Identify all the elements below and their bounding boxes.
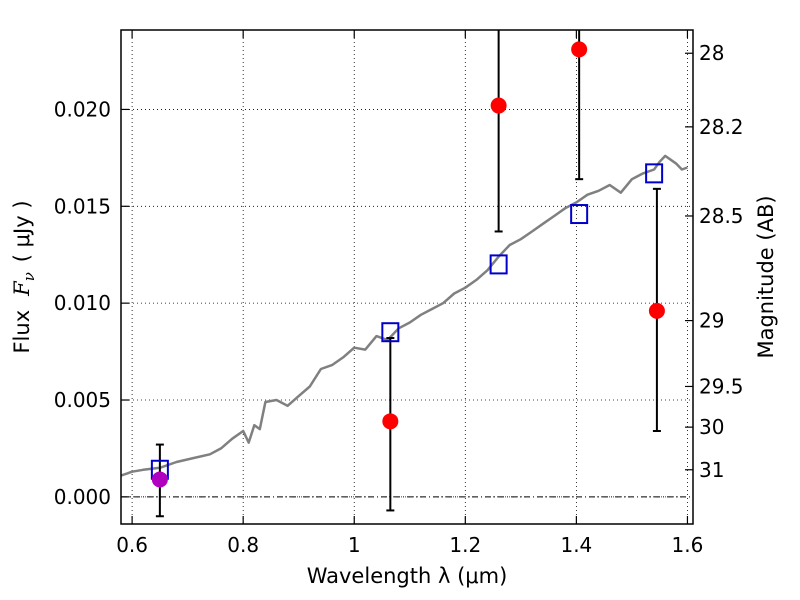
- y-tick-label: 0.020: [54, 97, 111, 121]
- observed-flux-point: [490, 97, 507, 114]
- plot-area-background: [121, 30, 693, 524]
- right-axis-ticks: 28 28.2 28.5 29 29.5 30 31: [685, 41, 744, 482]
- x-axis-title: Wavelength λ (μm): [307, 564, 508, 588]
- observed-flux-point: [648, 302, 665, 319]
- right-tick-label: 29: [699, 309, 724, 333]
- model-photometry-square: [645, 163, 664, 184]
- x-tick-label: 1: [348, 533, 361, 557]
- observed-flux-point: [151, 471, 168, 488]
- y-tick-label: 0.010: [54, 291, 111, 315]
- model-photometry-square: [570, 204, 589, 225]
- observed-flux-point: [571, 41, 588, 58]
- model-spectrum-series: [120, 154, 688, 477]
- y-tick-label: 0.005: [54, 388, 111, 412]
- right-tick-label: 29.5: [699, 374, 744, 398]
- right-tick-label: 28: [699, 41, 724, 65]
- right-axis-title: Magnitude (AB): [754, 195, 778, 358]
- y-axis-title-subscript: ν: [20, 272, 38, 281]
- x-tick-label: 0.6: [116, 533, 148, 557]
- y-axis-ticks: 0.000 0.005 0.010 0.015 0.020: [54, 97, 129, 509]
- right-tick-label: 28.5: [699, 204, 744, 228]
- model-spectrum-line: [120, 154, 688, 477]
- y-axis-title-symbol: F: [10, 280, 34, 297]
- x-tick-label: 1.4: [560, 533, 592, 557]
- observed-flux-points: [151, 41, 665, 488]
- model-photometry-square: [381, 322, 400, 343]
- y-axis-title-unit: ( μJy ): [10, 200, 34, 262]
- x-tick-label: 1.6: [672, 533, 704, 557]
- observed-flux-point: [382, 413, 399, 430]
- plot-frame: [120, 29, 694, 525]
- y-tick-label: 0.000: [54, 485, 111, 509]
- right-tick-label: 31: [699, 458, 724, 482]
- right-tick-label: 30: [699, 415, 724, 439]
- x-tick-label: 0.8: [227, 533, 259, 557]
- model-photometry-square: [489, 254, 508, 275]
- y-axis-title-word: Flux: [10, 310, 34, 354]
- x-axis-ticks: 0.6 0.8 1 1.2 1.4 1.6: [116, 30, 703, 557]
- y-axis-title: Flux Fν ( μJy ): [10, 200, 38, 353]
- grid-lines: [121, 30, 693, 524]
- y-tick-label: 0.015: [54, 194, 111, 218]
- right-tick-label: 28.2: [699, 115, 744, 139]
- x-tick-label: 1.2: [449, 533, 481, 557]
